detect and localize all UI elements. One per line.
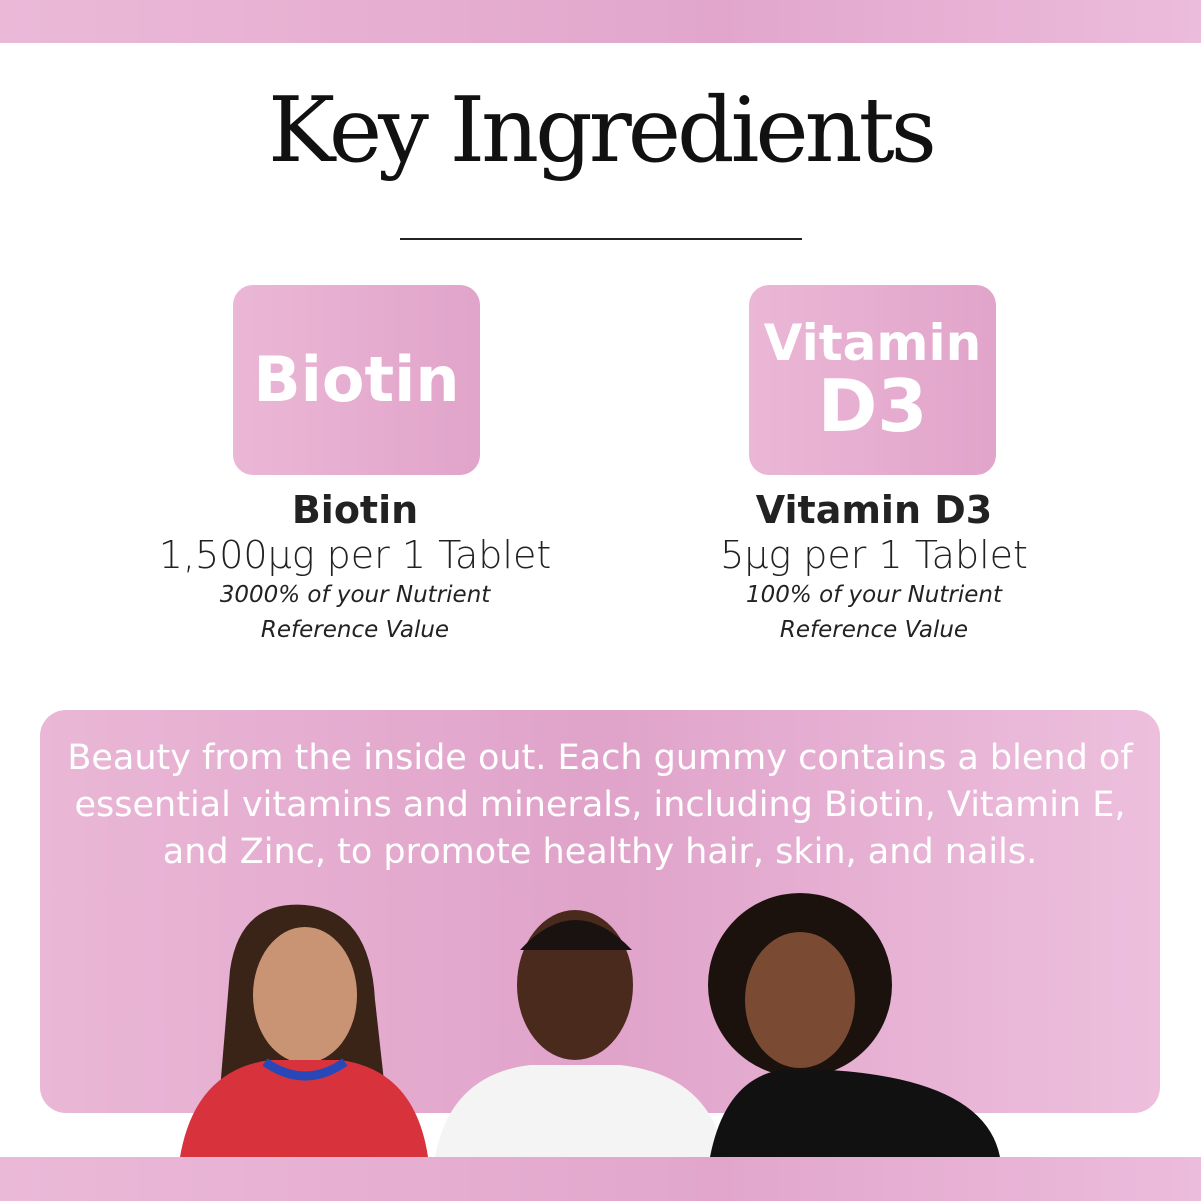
ingredient-dose: 5µg per 1 Tablet	[720, 533, 1028, 577]
ingredient-dose: 1,500µg per 1 Tablet	[158, 533, 552, 577]
people-photo	[180, 893, 1000, 1157]
person-right	[708, 893, 1000, 1157]
top-band	[0, 0, 1201, 43]
biotin-info: Biotin 1,500µg per 1 Tablet 3000% of you…	[145, 488, 565, 648]
person-left	[180, 904, 428, 1157]
ingredient-nrv: Reference Value	[779, 617, 969, 643]
bottom-band	[0, 1157, 1201, 1201]
biotin-tile: Biotin	[233, 285, 480, 475]
ingredient-name: Vitamin D3	[755, 488, 993, 532]
ingredient-name: Biotin	[291, 488, 419, 532]
biotin-tile-label: Biotin	[253, 343, 460, 416]
page-title: Key Ingredients	[268, 78, 937, 183]
vitamin-d3-tile-line1: Vitamin	[763, 314, 982, 372]
vitamin-d3-tile-line2: D3	[817, 364, 928, 448]
ingredient-nrv: Reference Value	[260, 617, 450, 643]
ingredient-nrv: 100% of your Nutrient	[746, 582, 1002, 608]
vitamin-d3-tile: Vitamin D3	[749, 285, 996, 475]
divider	[400, 238, 802, 240]
blurb-text: Beauty from the inside out. Each gummy c…	[67, 738, 1133, 872]
vitamin-d3-info: Vitamin D3 5µg per 1 Tablet 100% of your…	[664, 488, 1084, 648]
ingredient-nrv: 3000% of your Nutrient	[219, 582, 491, 608]
person-middle	[435, 910, 725, 1157]
